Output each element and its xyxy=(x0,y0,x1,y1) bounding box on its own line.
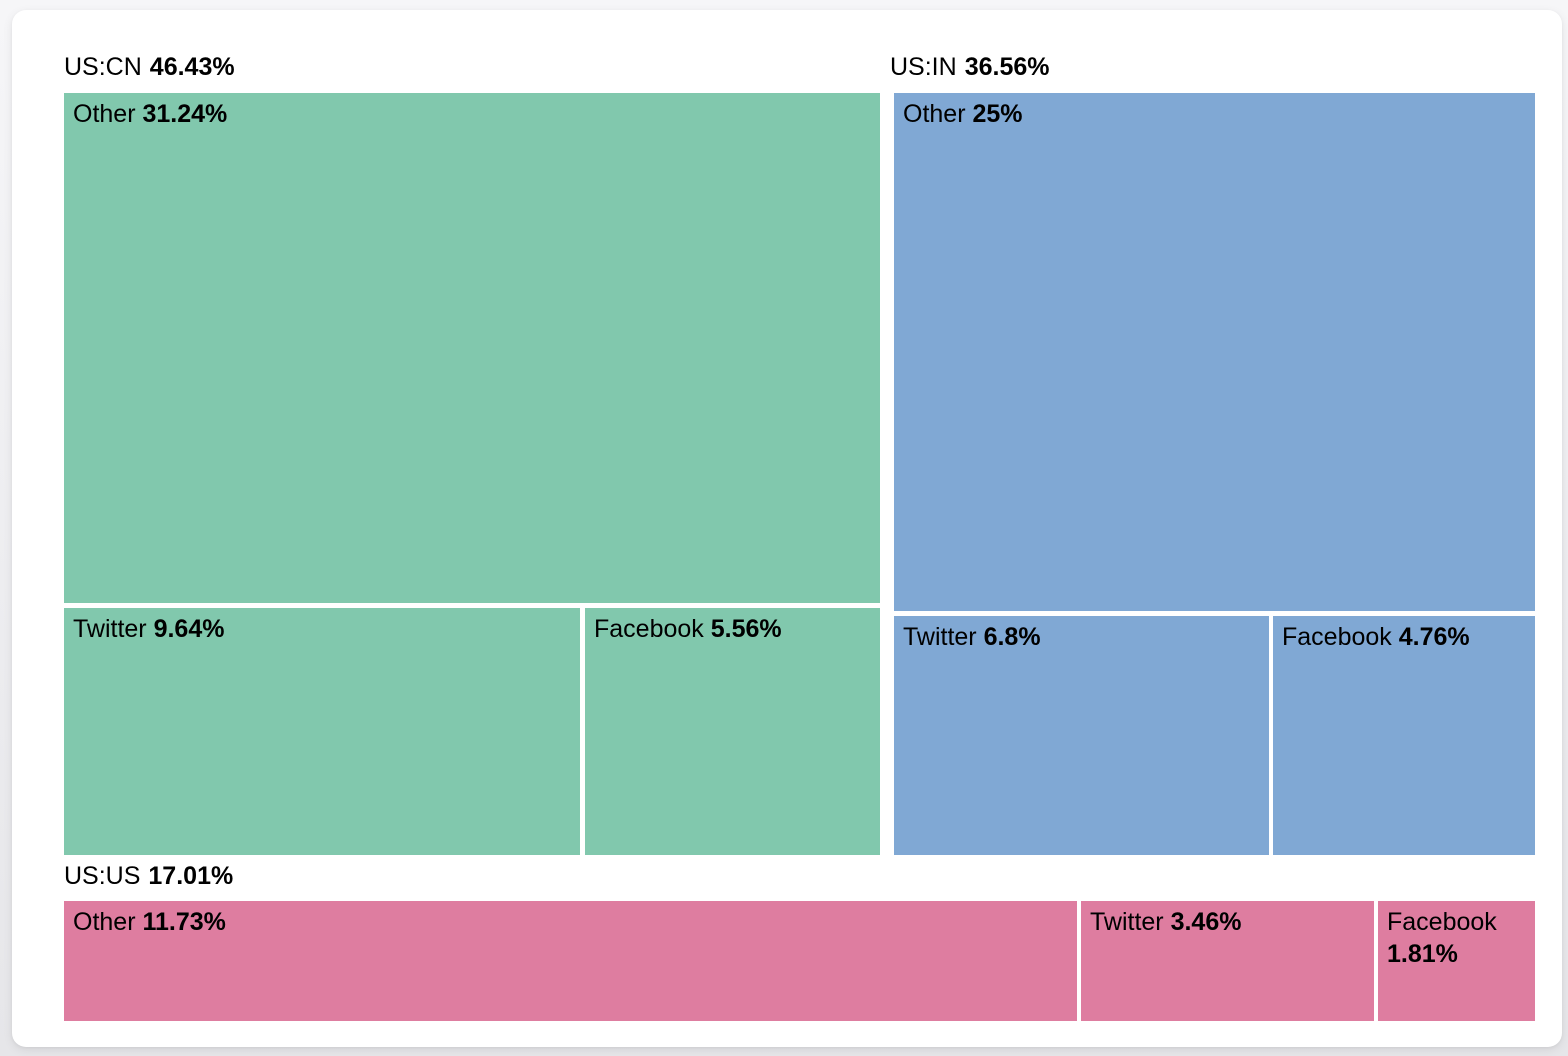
cell-share: 11.73% xyxy=(142,908,226,936)
group-share: 36.56% xyxy=(964,53,1050,81)
treemap-cell-us-in-other[interactable]: Other 25% xyxy=(894,93,1535,611)
treemap-cell-us-in-twitter[interactable]: Twitter 6.8% xyxy=(894,616,1269,855)
group-name: US:IN xyxy=(890,53,957,81)
cell-share: 9.64% xyxy=(153,615,225,643)
treemap-cell-us-cn-facebook[interactable]: Facebook 5.56% xyxy=(585,608,880,855)
cell-share: 6.8% xyxy=(983,623,1041,651)
treemap-cell-us-us-other[interactable]: Other 11.73% xyxy=(64,901,1077,1021)
cell-label: Facebook 4.76% xyxy=(1273,616,1535,658)
cell-name: Facebook xyxy=(1282,623,1392,651)
cell-name: Other xyxy=(903,100,966,128)
cell-name: Twitter xyxy=(1090,908,1164,936)
treemap-cell-us-cn-other[interactable]: Other 31.24% xyxy=(64,93,880,603)
cell-name: Other xyxy=(73,908,136,936)
group-header-us-in: US:IN 36.56% xyxy=(890,52,1049,82)
group-header-us-us: US:US 17.01% xyxy=(64,861,233,891)
cell-share: 5.56% xyxy=(710,615,782,643)
treemap-cell-us-cn-twitter[interactable]: Twitter 9.64% xyxy=(64,608,580,855)
cell-name: Other xyxy=(73,100,136,128)
cell-share: 4.76% xyxy=(1398,623,1470,651)
cell-label: Twitter 6.8% xyxy=(894,616,1269,658)
cell-label: Other 31.24% xyxy=(64,93,880,135)
cell-name: Facebook xyxy=(1387,908,1497,936)
cell-label: Twitter 3.46% xyxy=(1081,901,1374,943)
cell-label: Facebook 5.56% xyxy=(585,608,880,650)
cell-label: Other 25% xyxy=(894,93,1535,135)
cell-share: 25% xyxy=(972,100,1023,128)
cell-name: Twitter xyxy=(903,623,977,651)
cell-share: 1.81% xyxy=(1387,940,1458,968)
group-name: US:US xyxy=(64,862,141,890)
cell-name: Twitter xyxy=(73,615,147,643)
cell-label: Other 11.73% xyxy=(64,901,1077,943)
treemap-cell-us-us-twitter[interactable]: Twitter 3.46% xyxy=(1081,901,1374,1021)
treemap-card: US:CN 46.43% Other 31.24% Twitter 9.64% F… xyxy=(12,10,1562,1047)
group-share: 17.01% xyxy=(148,862,234,890)
cell-label: Facebook 1.81% xyxy=(1378,901,1535,975)
group-header-us-cn: US:CN 46.43% xyxy=(64,52,235,82)
cell-name: Facebook xyxy=(594,615,704,643)
cell-share: 31.24% xyxy=(142,100,228,128)
treemap-cell-us-us-facebook[interactable]: Facebook 1.81% xyxy=(1378,901,1535,1021)
cell-label: Twitter 9.64% xyxy=(64,608,580,650)
group-share: 46.43% xyxy=(149,53,235,81)
cell-share: 3.46% xyxy=(1170,908,1242,936)
group-name: US:CN xyxy=(64,53,142,81)
treemap-cell-us-in-facebook[interactable]: Facebook 4.76% xyxy=(1273,616,1535,855)
